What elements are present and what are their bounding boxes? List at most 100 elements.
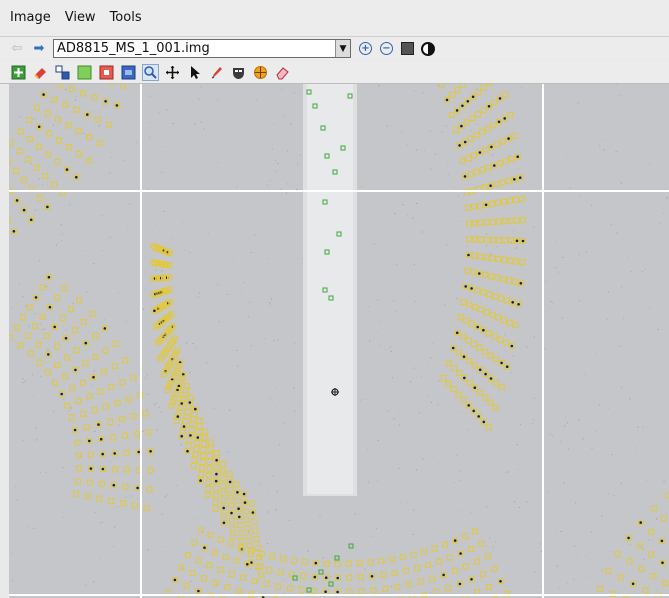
found-spot-marker [334,555,340,561]
noise-speck [215,336,217,338]
menu-view[interactable]: View [64,10,96,25]
predicted-spot-marker [152,291,159,298]
arrow-left-icon[interactable]: ⇦ [11,41,23,56]
noise-speck [134,461,136,463]
predicted-spot-marker [56,137,62,144]
zoom-out-icon[interactable]: − [380,42,393,55]
cluster-icon[interactable] [54,64,71,81]
noise-speck [563,127,565,129]
noise-speck [91,110,93,112]
noise-speck [383,455,385,456]
predicted-spot-marker [650,505,657,512]
predicted-spot-marker [107,418,114,425]
noise-speck [468,429,470,431]
box-red-icon[interactable] [98,64,115,81]
noise-speck [103,459,105,461]
noise-speck [158,407,160,409]
erase-icon[interactable] [32,64,49,81]
box-blue-icon[interactable] [120,64,137,81]
noise-speck [203,128,205,130]
predicted-spot-marker [495,218,502,225]
predicted-spot-marker [201,434,208,441]
noise-speck [560,441,562,443]
noise-speck [623,317,625,319]
noise-speck [531,423,533,425]
noise-speck [191,425,193,427]
noise-speck [170,393,172,395]
pan-icon[interactable] [164,64,181,81]
predicted-spot-marker [520,238,526,244]
predicted-spot-marker [238,538,245,545]
noise-speck [367,498,369,500]
noise-speck [33,137,35,138]
predicted-spot-marker [477,219,484,226]
predicted-spot-marker [110,482,117,489]
noise-speck [261,367,263,369]
chevron-down-icon[interactable]: ▼ [335,40,350,57]
found-spot-marker [322,199,328,205]
noise-speck [277,339,279,341]
predicted-spot-marker [358,588,365,595]
add-spot-icon[interactable] [10,64,27,81]
arrow-right-icon[interactable]: ➡ [33,41,45,56]
noise-speck [117,506,119,508]
found-spot-marker [336,231,342,237]
predicted-spot-marker [17,128,24,135]
diffraction-spot [466,100,470,103]
noise-speck [398,413,400,415]
noise-speck [16,499,18,501]
menu-tools[interactable]: Tools [109,10,142,25]
noise-speck [612,386,614,387]
noise-speck [470,174,472,175]
pointer-icon[interactable] [186,64,203,81]
noise-speck [603,149,605,151]
target-icon[interactable] [252,64,269,81]
predicted-spot-marker [464,98,471,105]
eraser-icon[interactable] [274,64,291,81]
predicted-spot-marker [32,323,39,330]
box-green-icon[interactable] [76,64,93,81]
noise-speck [497,497,499,498]
predicted-spot-marker [468,545,475,552]
noise-speck [268,189,270,191]
predicted-spot-marker [491,333,498,340]
zoom-tool-icon[interactable] [142,63,159,81]
noise-speck [190,581,192,582]
fit-to-window-icon[interactable] [401,42,414,55]
menu-image[interactable]: Image [10,10,51,25]
noise-speck [608,493,610,495]
predicted-spot-marker [236,588,243,595]
predicted-spot-marker [213,471,220,478]
predicted-spot-marker [156,320,163,327]
noise-speck [616,232,618,234]
pen-icon[interactable] [208,64,225,81]
noise-speck [155,269,157,271]
noise-speck [294,410,296,412]
noise-speck [421,376,422,378]
zoom-in-icon[interactable]: + [359,42,372,55]
noise-speck [640,226,642,228]
diffraction-image[interactable] [9,84,669,598]
noise-speck [200,121,202,123]
contrast-icon[interactable] [421,41,435,56]
diffraction-image-viewer[interactable] [9,84,669,598]
found-spot-marker [324,153,330,159]
image-file-select[interactable]: AD8815_MS_1_001.img ▼ [53,39,351,58]
predicted-spot-marker [51,96,58,103]
noise-speck [573,578,575,580]
predicted-spot-marker [494,274,501,281]
predicted-spot-marker [488,143,495,150]
diffraction-spot [314,561,318,565]
noise-speck [146,220,148,222]
diffraction-spot [639,521,642,524]
predicted-spot-marker [499,138,506,145]
noise-speck [426,458,428,460]
noise-speck [398,424,400,426]
noise-speck [407,214,409,216]
mask-icon[interactable] [230,64,247,81]
predicted-spot-marker [345,560,352,567]
predicted-spot-marker [166,383,173,390]
predicted-spot-marker [206,472,212,479]
predicted-spot-marker [222,553,229,560]
noise-speck [609,440,610,441]
